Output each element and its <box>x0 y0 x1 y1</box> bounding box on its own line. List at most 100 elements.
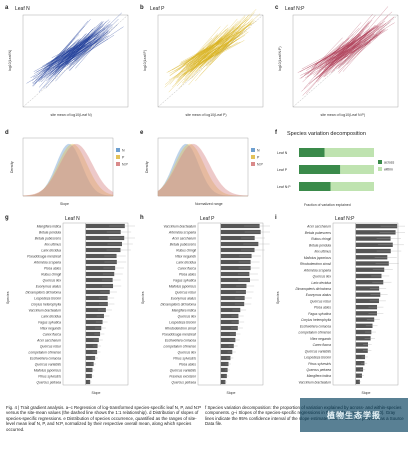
scatter-plot-a: site mean of log10(Leaf N) log10(Leaf N) <box>8 12 129 117</box>
slope-bar <box>220 313 239 319</box>
species-regression-line <box>32 39 80 87</box>
species-label: Euonymus alatus <box>306 293 332 297</box>
y-axis-label: Species <box>276 291 280 304</box>
species-label: Pinus sylvestris <box>308 362 331 366</box>
species-regression-line <box>214 30 247 53</box>
species-regression-line <box>329 15 376 70</box>
species-regression-line <box>52 21 105 75</box>
species-label: Vaccinium bracteatum <box>29 309 62 313</box>
species-regression-line <box>326 54 346 66</box>
species-label: Lespedeza bicolor <box>169 321 197 325</box>
species-label: Mallotus japonicus <box>169 285 196 289</box>
slope-bar <box>355 367 364 372</box>
species-regression-line <box>346 29 386 65</box>
species-regression-line <box>340 31 383 56</box>
density-curve-N:P <box>157 143 249 197</box>
species-regression-line <box>54 48 76 66</box>
species-label: Rubus chingii <box>41 273 61 277</box>
slope-bar <box>85 229 121 235</box>
y-axis-label: log10(Leaf P) <box>143 50 147 71</box>
species-regression-line <box>335 32 382 64</box>
species-regression-line <box>57 41 91 62</box>
species-regression-line <box>190 52 216 71</box>
panel-title: Species variation decomposition <box>287 131 366 137</box>
species-regression-line <box>57 26 109 65</box>
slope-bar <box>355 348 368 353</box>
slope-bar <box>85 313 104 319</box>
species-label: Dicranopteris dichotoma <box>160 303 196 307</box>
species-regression-line <box>66 26 113 70</box>
panel-letter: a <box>5 5 9 11</box>
species-label: Larix decidua <box>41 315 61 319</box>
x-axis-label: Fraction of variation explained <box>304 203 351 207</box>
species-regression-line <box>347 40 371 60</box>
species-regression-line <box>219 31 241 45</box>
slope-bar <box>355 342 369 347</box>
bar-within <box>330 182 374 191</box>
slope-bar <box>220 265 251 271</box>
row-label: Leaf N:P <box>277 185 291 189</box>
species-regression-line <box>315 28 364 82</box>
species-label: Acer saccharum <box>171 237 196 241</box>
species-label: Fagus sylvatica <box>308 312 331 316</box>
species-regression-line <box>327 49 350 62</box>
slope-bar <box>355 311 377 316</box>
density-curve-N <box>157 143 248 197</box>
species-regression-line <box>198 27 237 56</box>
species-label: Quercus petraea <box>306 368 331 372</box>
species-label: Larix decidua <box>41 249 61 253</box>
species-label: Eschweilera coriacea <box>300 324 331 328</box>
species-label: Carex flacca <box>313 343 331 347</box>
species-label: Quercus ilex <box>178 351 197 355</box>
panel-letter: d <box>5 130 9 136</box>
slope-bar <box>220 373 227 379</box>
species-label: Corylus heterophylla <box>301 318 331 322</box>
x-axis-label: Normalized range <box>195 202 223 206</box>
species-label: Rubus chingii <box>176 249 196 253</box>
slope-bar <box>85 307 106 313</box>
slope-bar <box>355 223 398 229</box>
species-regression-line <box>79 24 110 46</box>
slope-bar <box>85 253 117 259</box>
slope-bar <box>220 235 255 241</box>
species-label: Quercus robur <box>40 345 62 349</box>
species-label: Vitex negundo <box>40 327 61 331</box>
slope-bar <box>220 307 241 313</box>
species-regression-line <box>45 35 92 65</box>
x-axis-label: site mean of log10(Leaf N:P) <box>321 113 366 117</box>
species-regression-line <box>301 42 356 92</box>
species-label: Betula pubescens <box>305 231 332 235</box>
legend-label: N:P <box>122 163 129 167</box>
slope-bar <box>355 267 385 272</box>
slope-bar <box>220 337 236 343</box>
species-regression-line <box>326 25 370 66</box>
density-curve-N <box>22 143 114 197</box>
slope-bar <box>85 295 108 301</box>
slope-bar <box>355 336 371 341</box>
species-label: Quercus petraea <box>36 381 61 385</box>
plot-frame <box>332 222 399 386</box>
y-axis-label: log10(Leaf N) <box>8 50 12 71</box>
panel-c: c Leaf N:P site mean of log10(Leaf N:P) l… <box>275 5 405 125</box>
x-axis-label: Slope <box>362 391 371 395</box>
species-regression-line <box>316 21 371 75</box>
slope-bar <box>220 379 226 385</box>
x-axis-label: Slope <box>227 391 236 395</box>
density-plot-e: NP N:P Normalized range Density <box>145 137 264 206</box>
slope-bar <box>355 304 378 310</box>
slope-bar <box>220 289 246 295</box>
species-regression-line <box>334 43 357 68</box>
species-label: Mallotus japonicus <box>34 369 61 373</box>
species-label: Vaccinium bracteatum <box>299 380 332 384</box>
slope-bar <box>220 223 260 229</box>
slope-bar <box>85 373 92 379</box>
species-label: Picea abies <box>179 363 196 367</box>
regression-lines <box>297 6 395 96</box>
slope-bar <box>85 283 114 289</box>
slope-bar <box>355 248 391 254</box>
slope-bar <box>355 286 380 291</box>
slope-bar <box>85 379 91 385</box>
panel-h: h Leaf P Vaccinium bracteatum Artemisia s… <box>140 215 273 400</box>
species-label: Pinus sylvestris <box>173 357 196 361</box>
slope-bar <box>220 277 250 283</box>
